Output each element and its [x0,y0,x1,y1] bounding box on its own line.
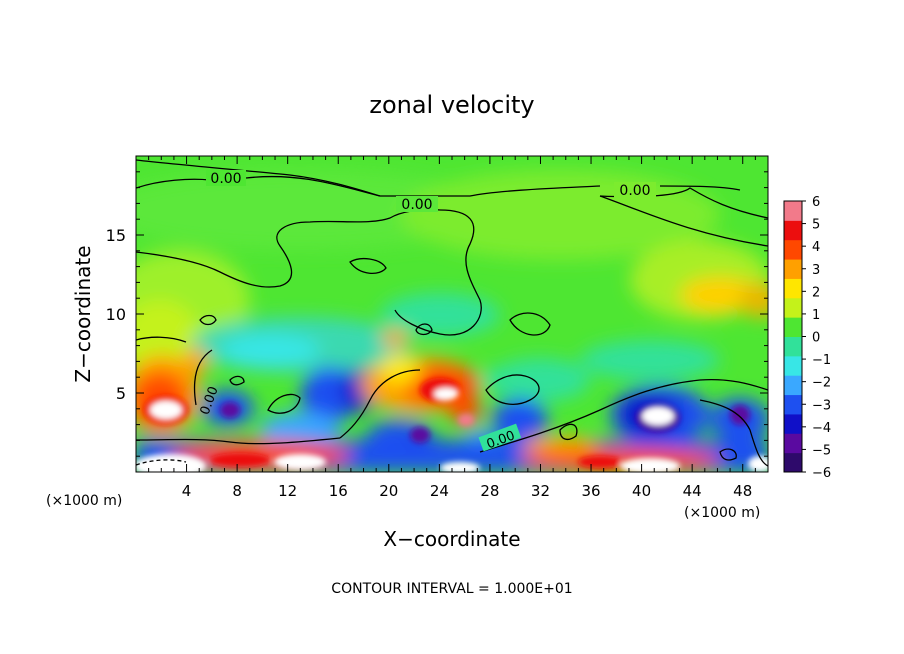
colorbar-swatch [784,413,802,434]
colorbar-swatch [784,239,802,260]
x-tick-label: 12 [278,482,297,500]
y-axis-label: Z−coordinate [71,245,95,382]
colorbar-swatch [784,433,802,454]
colorbar-tick-label: −1 [812,353,831,368]
colorbar-tick-label: −2 [812,376,831,391]
contour-label: 0.00 [401,197,432,213]
y-tick-label: 15 [106,226,126,245]
y-axis-ticks: 5 10 15 [106,171,768,457]
colorbar-swatch [784,394,802,415]
colorbar-swatch [784,375,802,396]
x-tick-label: 32 [531,482,550,500]
x-unit-label-right: (×1000 m) [684,505,760,521]
colorbar-tick-label: −4 [812,421,831,436]
x-tick-label: 20 [379,482,398,500]
colorbar-swatch [784,317,802,337]
colorbar-swatch [784,355,802,376]
colorbar-swatch [784,259,802,279]
contour-labels: 0.00 0.00 0.00 0.00 0.00 [198,170,656,452]
colorbar-swatch [784,452,802,473]
colorbar-swatch [784,220,802,241]
y-tick-label: 5 [116,384,126,403]
x-tick-label: 16 [329,482,348,500]
colorbar-tick-label: 2 [812,285,820,300]
colorbar-tick-label: 1 [812,308,820,323]
colorbar-tick-label: 5 [812,218,820,233]
x-tick-label: 48 [733,482,752,500]
x-tick-label: 24 [430,482,449,500]
x-axis-ticks: 4 8 12 16 20 24 28 32 36 40 44 48 [148,156,756,500]
x-tick-label: 4 [182,482,192,500]
colorbar-tick-label: −3 [812,398,831,413]
contour-label: 0.00 [210,171,241,187]
colorbar-tick-label: 0 [812,331,820,346]
x-tick-label: 28 [480,482,499,500]
x-tick-label: 36 [581,482,600,500]
contour-interval-note: CONTOUR INTERVAL = 1.000E+01 [331,581,572,597]
colorbar-swatch [784,336,802,357]
x-tick-label: 8 [232,482,242,500]
colorbar-swatch [784,297,802,318]
colorbar-tick-label: 6 [812,195,820,210]
colorbar: 6 5 4 3 2 1 0 −1 −2 −3 −4 −5 −6 [783,195,831,481]
velocity-field: 0.00 0.00 0.00 0.00 0.00 [136,156,768,472]
x-tick-label: 40 [632,482,651,500]
zero-contours [136,159,768,467]
x-unit-label-left: (×1000 m) [46,493,122,509]
colorbar-swatch [784,278,802,299]
colorbar-tick-label: 3 [812,263,820,278]
colorbar-swatch [784,201,802,221]
y-tick-label: 10 [106,305,126,324]
colorbar-tick-label: 4 [812,240,820,255]
contour-label: 0.00 [619,183,650,199]
colorbar-tick-label: −5 [812,443,831,458]
x-tick-label: 44 [683,482,702,500]
chart-title: zonal velocity [369,91,534,119]
colorbar-tick-label: −6 [812,466,831,481]
x-axis-label: X−coordinate [383,527,520,551]
